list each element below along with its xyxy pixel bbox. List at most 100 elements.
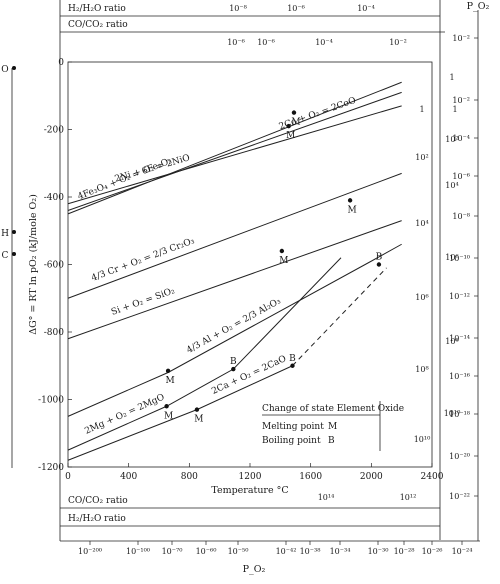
state-change-marker: [164, 404, 169, 409]
po2-bottom-tick-label: 10⁻¹⁰⁰: [126, 547, 150, 556]
series-label: 2Co + O₂ = 2CoO: [278, 96, 358, 132]
top-h2-tick: 10⁻⁶: [287, 4, 305, 13]
po2-right-tick-label: 10⁻²²: [449, 492, 470, 501]
x-axis-title: Temperature °C: [211, 485, 288, 496]
po2-right-tick-label: 10⁻⁶: [452, 172, 470, 181]
po2-bottom-tick-label: 10⁻³⁰: [368, 547, 389, 556]
bottom-co-tick: 10¹²: [400, 493, 417, 502]
state-change-marker: [376, 262, 382, 267]
x-tick-label: 0: [65, 472, 71, 482]
middle-right-tick-label: 1: [449, 73, 454, 82]
state-change-marker: [165, 368, 171, 374]
middle-right-tick-label: 10⁸: [445, 337, 458, 346]
y-tick-label: -1000: [38, 396, 64, 406]
series-line-3: [67, 172, 402, 299]
top-co-tick: 10⁻⁶: [257, 38, 275, 47]
series-line-1: [67, 91, 402, 211]
x-tick-label: 800: [181, 472, 198, 482]
series-line-6: [67, 257, 342, 451]
po2-bottom-tick-label: 10⁻⁷⁰: [162, 547, 183, 556]
inner-right-tick-label: 10¹⁰: [414, 435, 431, 444]
state-change-marker: [231, 366, 236, 372]
frame: O H C: [1, 0, 480, 542]
x-tick-label: 1200: [239, 472, 262, 482]
y-tick-label: -200: [44, 126, 64, 136]
x-tick-label: 1600: [299, 472, 322, 482]
middle-right-tick-label: 10⁶: [445, 253, 458, 262]
series-label: 4/3 Al + O₂ = 2/3 Al₂O₃: [185, 296, 283, 356]
y-tick-label: 0: [58, 58, 64, 68]
po2-bottom-tick-label: 10⁻²⁰⁰: [78, 547, 102, 556]
top-co-tick: 10⁻²: [389, 38, 407, 47]
series-line-7: [67, 365, 293, 461]
marker-label: B: [230, 357, 237, 367]
nomogram-point: [12, 230, 16, 234]
legend-melting-symbol: M: [328, 422, 337, 432]
po2-right-tick-label: 10⁻²: [452, 34, 470, 43]
marker-label: B: [289, 354, 296, 364]
po2-bottom-tick-label: 10⁻⁶⁰: [196, 547, 217, 556]
legend-title: Change of state Element Oxide: [262, 404, 404, 414]
series-line-0: [67, 81, 402, 215]
po2-bottom-tick-label: 10⁻⁴²: [276, 547, 297, 556]
bottom-co-label: CO/CO₂ ratio: [68, 496, 128, 506]
nomogram-label: O: [1, 65, 8, 75]
x-tick-label: 2000: [360, 472, 383, 482]
state-change-marker: [286, 123, 291, 129]
series-label: 2Mg + O₂ = 2MgO: [83, 393, 166, 437]
inner-right-tick-label: 10⁸: [415, 365, 428, 374]
legend-boiling-symbol: B: [328, 436, 335, 446]
marker-label: M: [165, 376, 174, 386]
middle-right-tick-label: 10¹⁰: [444, 409, 461, 418]
series-line-5: [67, 243, 402, 417]
nomogram-point: [12, 252, 16, 256]
po2-right-tick-label: 10⁻¹⁴: [449, 334, 470, 343]
po2-right-title: P_O₂: [467, 1, 490, 12]
inner-right-tick-label: 10²: [415, 153, 428, 162]
marker-label: M: [194, 415, 203, 425]
po2-bottom-tick-label: 10⁻⁵⁰: [228, 547, 249, 556]
nomogram-label: C: [2, 251, 9, 261]
marker-label: B: [376, 253, 383, 263]
middle-right-tick-label: 10⁴: [445, 181, 458, 190]
po2-bottom-tick-label: 10⁻²⁸: [394, 547, 415, 556]
top-h2-tick: 10⁻⁸: [229, 4, 247, 13]
inner-right-tick-label: 1: [419, 105, 424, 114]
po2-bottom-title: P_O₂: [243, 564, 266, 575]
series-label: 2Ni + O₂ = 2NiO: [114, 153, 192, 185]
state-change-marker: [347, 198, 353, 203]
po2-right-tick-label: 10⁻¹⁰: [449, 254, 470, 263]
y-tick-label: -800: [44, 328, 64, 338]
series-line-dashed-7: [292, 267, 387, 367]
po2-right-tick-label: 10⁻²⁰: [449, 452, 470, 461]
top-h2-tick: 10⁻⁴: [357, 4, 375, 13]
state-change-marker: [290, 363, 295, 368]
po2-right-tick-label: 1: [452, 105, 457, 114]
top-h2-label: H₂/H₂O ratio: [68, 4, 126, 14]
y-tick-label: -400: [44, 193, 64, 203]
series-line-2: [67, 105, 402, 205]
po2-right-tick-label: 10⁻¹²: [449, 292, 470, 301]
legend: Change of state Element Oxide Melting poi…: [262, 401, 404, 451]
x-tick-label: 2400: [421, 472, 444, 482]
marker-label: M: [286, 131, 295, 141]
nomogram-label: H: [1, 229, 9, 239]
po2-bottom-tick-label: 10⁻³⁴: [330, 547, 351, 556]
y-tick-label: -1200: [38, 463, 64, 473]
po2-right-tick-label: 10⁻¹⁶: [449, 372, 470, 381]
top-co-tick: 10⁻⁶: [227, 38, 245, 47]
marker-label: M: [279, 256, 288, 266]
axes: 0 400 800 1200 1600 2000 2400 Temperature °C 0 -2…: [28, 58, 444, 496]
legend-melting-label: Melting point: [262, 422, 324, 432]
middle-right-tick-label: 10²: [445, 135, 458, 144]
x-tick-label: 400: [120, 472, 137, 482]
series-label: Si + O₂ = SiO₂: [110, 286, 176, 318]
po2-bottom-tick-label: 10⁻²⁶: [422, 547, 443, 556]
state-change-marker: [194, 407, 200, 412]
nomogram-point: [12, 66, 16, 70]
po2-right-tick-label: 10⁻⁴: [452, 134, 470, 143]
po2-right-tick-label: 10⁻²: [452, 96, 470, 105]
series-line-4: [67, 220, 402, 340]
